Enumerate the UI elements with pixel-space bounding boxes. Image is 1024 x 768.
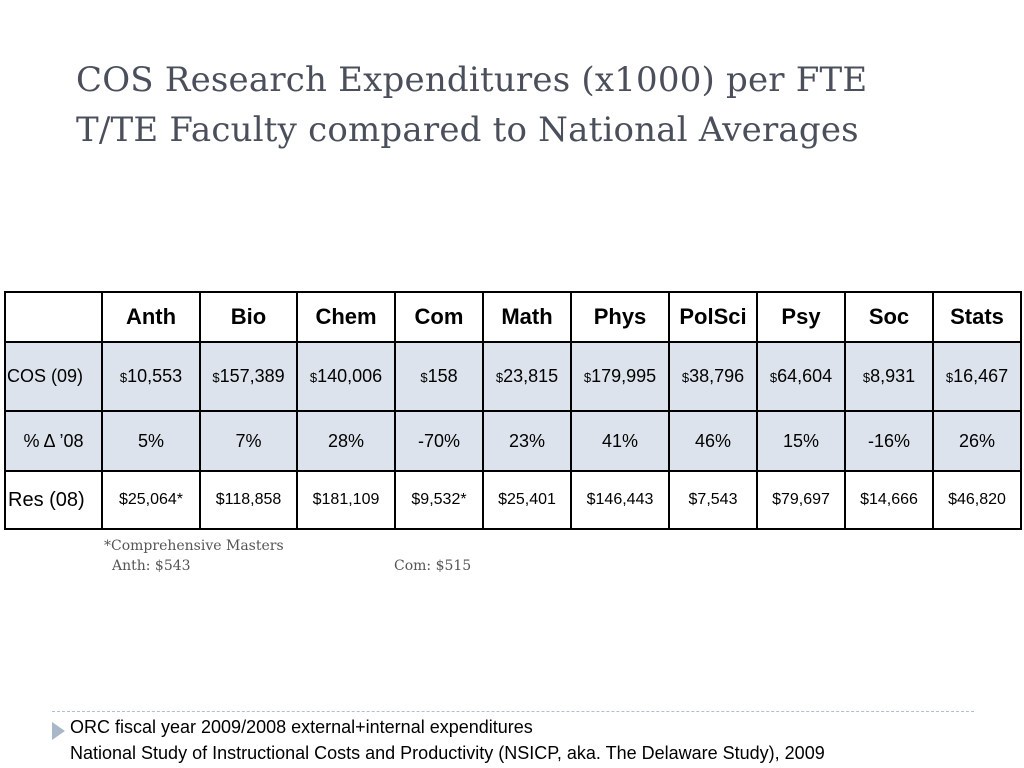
column-header: PolSci xyxy=(668,291,758,343)
currency-symbol: $ xyxy=(495,370,504,385)
table-cell: $118,858 xyxy=(199,470,298,530)
column-header: Stats xyxy=(932,291,1022,343)
slide-title: COS Research Expenditures (x1000) per FT… xyxy=(76,55,976,155)
cell-value: 157,389 xyxy=(219,366,285,386)
source-line-1: ORC fiscal year 2009/2008 external+inter… xyxy=(70,717,533,737)
table-cell: 7% xyxy=(199,410,298,472)
currency-symbol: $ xyxy=(862,370,871,385)
currency-symbol: $ xyxy=(119,370,128,385)
table-cell: $79,697 xyxy=(756,470,846,530)
table-cell: $179,995 xyxy=(570,341,670,412)
table-cell: $25,401 xyxy=(482,470,572,530)
cell-value: 23,815 xyxy=(503,366,559,386)
cell-value: 38,796 xyxy=(689,366,745,386)
cell-value: 140,006 xyxy=(317,366,383,386)
title-line-2: T/TE Faculty compared to National Averag… xyxy=(76,110,859,150)
table-cell: -70% xyxy=(394,410,484,472)
column-header: Chem xyxy=(296,291,396,343)
cell-value: 179,995 xyxy=(591,366,657,386)
currency-symbol: $ xyxy=(309,370,318,385)
currency-symbol: $ xyxy=(212,370,220,385)
table-cell: $146,443 xyxy=(570,470,670,530)
table-row: COS (09) $10,553 $157,389 $140,006 $158 … xyxy=(4,341,1022,412)
table-cell: $14,666 xyxy=(844,470,934,530)
currency-symbol: $ xyxy=(945,370,954,385)
cell-value: 8,931 xyxy=(870,366,916,386)
table-cell: $64,604 xyxy=(756,341,846,412)
expenditures-table: Anth Bio Chem Com Math Phys PolSci Psy S… xyxy=(4,291,1022,530)
table-cell: $25,064* xyxy=(101,470,201,530)
sources-note: ORC fiscal year 2009/2008 external+inter… xyxy=(70,714,825,766)
cell-value: 10,553 xyxy=(127,366,183,386)
source-line-2: National Study of Instructional Costs an… xyxy=(70,743,825,763)
column-header: Bio xyxy=(199,291,298,343)
table-cell: $46,820 xyxy=(932,470,1022,530)
column-header: Psy xyxy=(756,291,846,343)
row-label: Res (08) xyxy=(4,470,103,530)
cell-value: 158 xyxy=(427,366,458,386)
table-cell: $16,467 xyxy=(932,341,1022,412)
table-cell: $181,109 xyxy=(296,470,396,530)
table-cell: 26% xyxy=(932,410,1022,472)
column-header: Soc xyxy=(844,291,934,343)
table-cell: 41% xyxy=(570,410,670,472)
footnote-heading: *Comprehensive Masters xyxy=(104,538,284,554)
table-row: Res (08) $25,064* $118,858 $181,109 $9,5… xyxy=(4,470,1022,530)
triangle-bullet-icon xyxy=(52,722,65,740)
table-cell: $10,553 xyxy=(101,341,201,412)
currency-symbol: $ xyxy=(681,370,690,385)
corner-cell xyxy=(4,291,103,343)
table-cell: $158 xyxy=(394,341,484,412)
cell-value: 16,467 xyxy=(953,366,1009,386)
table-cell: 28% xyxy=(296,410,396,472)
footnote-anth: Anth: $543 xyxy=(112,558,191,574)
table-cell: $9,532* xyxy=(394,470,484,530)
table-cell: -16% xyxy=(844,410,934,472)
table-cell: $7,543 xyxy=(668,470,758,530)
row-label: COS (09) xyxy=(4,341,103,412)
cell-value: 64,604 xyxy=(777,366,833,386)
table-header-row: Anth Bio Chem Com Math Phys PolSci Psy S… xyxy=(4,291,1022,343)
table-cell: 5% xyxy=(101,410,201,472)
column-header: Anth xyxy=(101,291,201,343)
table-cell: 15% xyxy=(756,410,846,472)
column-header: Math xyxy=(482,291,572,343)
table-cell: $140,006 xyxy=(296,341,396,412)
currency-symbol: $ xyxy=(583,370,592,385)
table-cell: 23% xyxy=(482,410,572,472)
column-header: Phys xyxy=(570,291,670,343)
table-cell: $157,389 xyxy=(199,341,298,412)
table-cell: $23,815 xyxy=(482,341,572,412)
footnote: *Comprehensive Masters Anth: $543 Com: $… xyxy=(104,536,471,574)
table-row: % Δ ’08 5% 7% 28% -70% 23% 41% 46% 15% -… xyxy=(4,410,1022,472)
footer-divider xyxy=(52,711,974,712)
currency-symbol: $ xyxy=(769,370,778,385)
footnote-com: Com: $515 xyxy=(394,558,472,574)
table-cell: $8,931 xyxy=(844,341,934,412)
row-label: % Δ ’08 xyxy=(4,410,103,472)
table-cell: 46% xyxy=(668,410,758,472)
currency-symbol: $ xyxy=(420,370,428,385)
column-header: Com xyxy=(394,291,484,343)
table-cell: $38,796 xyxy=(668,341,758,412)
title-line-1: COS Research Expenditures (x1000) per FT… xyxy=(76,60,868,100)
